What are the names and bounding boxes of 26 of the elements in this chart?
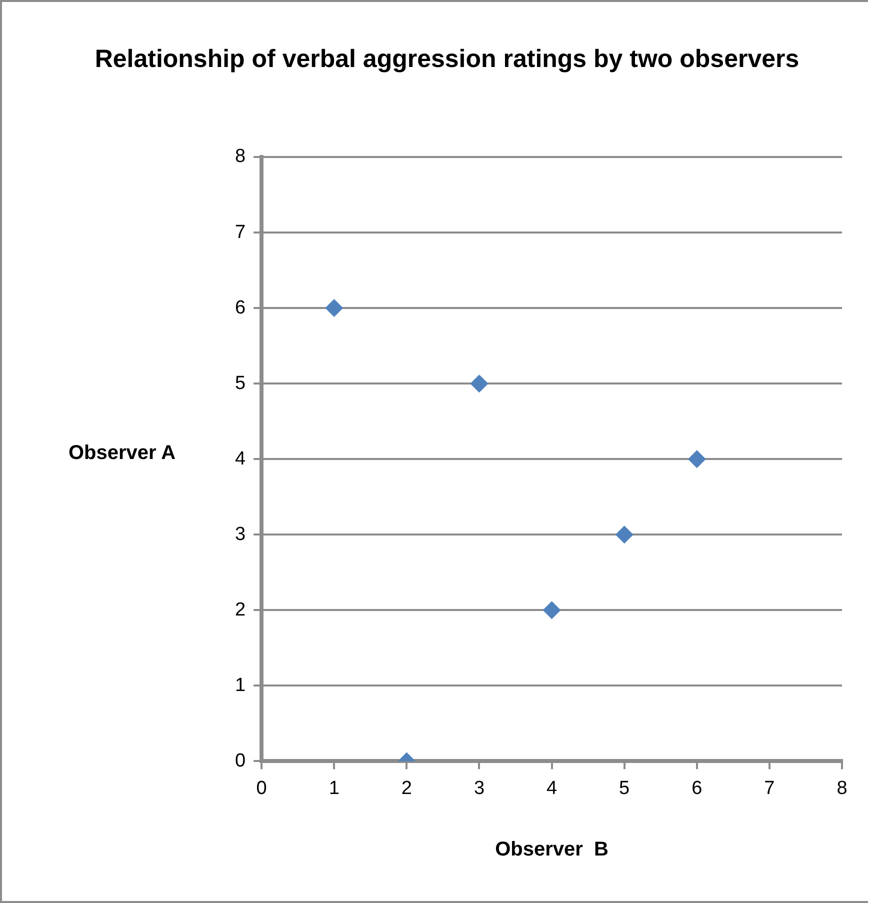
point <box>325 299 344 318</box>
x-tick-label: 1 <box>328 778 340 799</box>
x-tick-label: 7 <box>764 778 775 799</box>
x-tick-label: 3 <box>474 778 485 799</box>
y-tick-label: 0 <box>234 750 246 772</box>
y-tick-label: 5 <box>234 372 246 394</box>
y-tick-label: 4 <box>234 448 246 470</box>
x-tick-label: 6 <box>692 778 702 799</box>
x-tick-label: 4 <box>546 778 558 799</box>
x-tick-label: 0 <box>256 778 267 799</box>
y-tick-label: 3 <box>234 524 246 545</box>
x-tick-label: 2 <box>401 778 412 799</box>
point <box>542 601 561 620</box>
x-tick-label: 8 <box>836 778 848 799</box>
chart-title: Relationship of verbal aggression ratings by two observers <box>94 44 800 75</box>
point <box>470 374 488 393</box>
y-tick-label: 7 <box>234 222 246 243</box>
y-tick-label: 6 <box>234 297 246 318</box>
point <box>615 526 634 544</box>
y-axis-title: Observer A <box>67 442 177 465</box>
x-tick-label: 5 <box>619 778 630 799</box>
point <box>688 450 706 468</box>
y-tick-label: 8 <box>234 146 246 168</box>
x-axis-title: Observer B <box>495 838 608 861</box>
y-tick-label: 2 <box>234 599 246 620</box>
y-tick-label: 1 <box>234 674 246 696</box>
